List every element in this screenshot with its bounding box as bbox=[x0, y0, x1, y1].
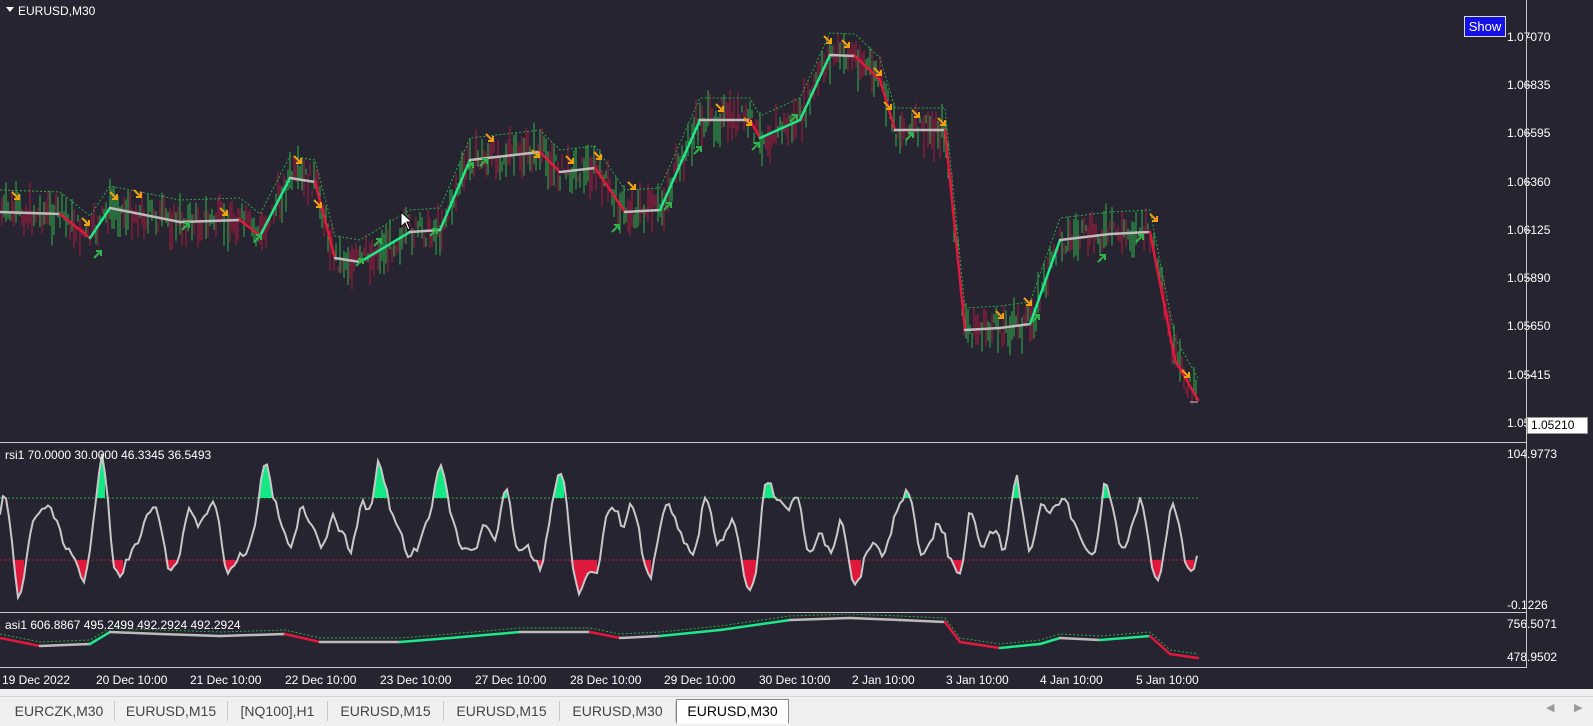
price-level-label: 1.06360 bbox=[1507, 175, 1581, 189]
price-chart bbox=[0, 0, 1526, 441]
trend-line-segment bbox=[945, 130, 965, 330]
price-level-label: 1.05890 bbox=[1507, 271, 1581, 285]
time-label: 5 Jan 10:00 bbox=[1136, 673, 1199, 687]
price-level-label: 1.05415 bbox=[1507, 368, 1581, 382]
buy-arrow-icon bbox=[1098, 255, 1105, 262]
price-level-label: 1.07070 bbox=[1507, 30, 1581, 44]
time-label: 2 Jan 10:00 bbox=[852, 673, 915, 687]
asi-line-segment bbox=[285, 634, 320, 642]
buy-arrow-icon bbox=[752, 143, 759, 150]
asi-line-segment bbox=[1060, 638, 1100, 640]
triangle-down-icon[interactable] bbox=[6, 7, 14, 12]
asi-line-segment bbox=[1000, 644, 1040, 648]
price-level-label: 1.06595 bbox=[1507, 126, 1581, 140]
chevron-left-icon[interactable]: ◀ bbox=[1546, 701, 1554, 714]
sell-arrow-icon bbox=[824, 36, 831, 43]
sell-arrow-icon bbox=[566, 156, 573, 163]
chevron-right-icon[interactable]: ▶ bbox=[1574, 701, 1582, 714]
pane-divider bbox=[0, 667, 1526, 668]
asi-line-segment bbox=[620, 636, 660, 638]
mouse-cursor-icon bbox=[400, 211, 414, 231]
buy-arrow-icon bbox=[612, 225, 619, 232]
time-label: 19 Dec 2022 bbox=[2, 673, 70, 687]
asi-pane[interactable]: asi1 606.8867 495.2499 492.2924 492.2924 bbox=[0, 614, 1526, 664]
tab-chart[interactable]: EURUSD,M30 bbox=[560, 701, 676, 721]
chart-window[interactable]: EURUSD,M30 Show 1.07070 1.06835 1.06595 1.0… bbox=[0, 0, 1593, 689]
sell-arrow-icon bbox=[842, 40, 849, 47]
asi-line-segment bbox=[40, 644, 90, 646]
trend-line-segment bbox=[440, 160, 470, 230]
pane-divider[interactable] bbox=[0, 612, 1526, 613]
current-price-label: 1.05210 bbox=[1527, 417, 1588, 434]
trend-line-segment bbox=[595, 168, 625, 212]
tab-chart[interactable]: EURUSD,M15 bbox=[328, 701, 444, 721]
asi-line-segment bbox=[1170, 654, 1198, 658]
rsi-oversold-fill bbox=[591, 560, 594, 573]
asi-line-segment bbox=[0, 638, 40, 646]
asi-scale-top: 756.5071 bbox=[1507, 617, 1581, 631]
price-level-label: 1.06125 bbox=[1507, 223, 1581, 237]
time-label: 22 Dec 10:00 bbox=[285, 673, 356, 687]
time-label: 21 Dec 10:00 bbox=[190, 673, 261, 687]
rsi-scale-bottom: -0.1226 bbox=[1507, 598, 1581, 612]
price-pane[interactable]: EURUSD,M30 Show bbox=[0, 0, 1526, 441]
buy-arrow-icon bbox=[694, 147, 701, 154]
time-label: 27 Dec 10:00 bbox=[475, 673, 546, 687]
time-label: 30 Dec 10:00 bbox=[759, 673, 830, 687]
trend-line-segment bbox=[180, 220, 240, 222]
asi-line-segment bbox=[660, 630, 720, 636]
asi-scale-bottom: 478.9502 bbox=[1507, 650, 1581, 664]
asi-line-segment bbox=[220, 634, 285, 636]
trend-line-segment bbox=[1150, 232, 1175, 360]
buy-arrow-icon bbox=[94, 251, 101, 258]
tab-chart[interactable]: EURUSD,M15 bbox=[115, 701, 228, 721]
price-level-label: 1.05650 bbox=[1507, 319, 1581, 333]
asi-line-segment bbox=[1100, 636, 1150, 640]
asi-line-segment bbox=[790, 618, 850, 620]
asi-label: asi1 606.8867 495.2499 492.2924 492.2924 bbox=[5, 618, 241, 632]
time-label: 23 Dec 10:00 bbox=[380, 673, 451, 687]
asi-line-segment bbox=[90, 632, 110, 644]
rsi-scale-top: 104.9773 bbox=[1507, 447, 1581, 461]
pane-divider[interactable] bbox=[0, 442, 1526, 443]
trend-line-segment bbox=[315, 182, 335, 258]
asi-line-segment bbox=[850, 618, 900, 620]
tab-chart[interactable]: EURCZK,M30 bbox=[4, 701, 115, 721]
rsi-pane[interactable]: rsi1 70.0000 30.0000 46.3345 36.5493 bbox=[0, 444, 1526, 609]
show-button[interactable]: Show bbox=[1464, 16, 1506, 37]
sell-arrow-icon bbox=[134, 190, 141, 197]
time-label: 29 Dec 10:00 bbox=[664, 673, 735, 687]
time-label: 20 Dec 10:00 bbox=[96, 673, 167, 687]
rsi-overbought-fill bbox=[264, 465, 267, 498]
trend-line-segment bbox=[0, 212, 60, 214]
trend-line-segment bbox=[1030, 240, 1060, 324]
rsi-line bbox=[0, 454, 1197, 598]
asi-line-segment bbox=[400, 638, 450, 642]
price-level-label: 1.06835 bbox=[1507, 78, 1581, 92]
tab-chart[interactable]: EURUSD,M15 bbox=[444, 701, 560, 721]
asi-line-segment bbox=[945, 622, 960, 642]
asi-line-segment bbox=[900, 620, 945, 622]
time-label: 4 Jan 10:00 bbox=[1040, 673, 1103, 687]
rsi-chart bbox=[0, 444, 1526, 609]
tab-chart[interactable]: EURUSD,M30 bbox=[676, 699, 789, 724]
asi-line-segment bbox=[160, 634, 220, 636]
rsi-label: rsi1 70.0000 30.0000 46.3345 36.5493 bbox=[5, 448, 211, 462]
symbol-label: EURUSD,M30 bbox=[18, 4, 95, 18]
tab-chart[interactable]: [NQ100],H1 bbox=[228, 701, 328, 721]
asi-line-segment bbox=[1150, 636, 1170, 654]
time-label: 3 Jan 10:00 bbox=[946, 673, 1009, 687]
asi-line-segment bbox=[960, 642, 1000, 648]
asi-line-segment bbox=[110, 632, 160, 634]
trend-line-segment bbox=[830, 55, 855, 56]
time-label: 28 Dec 10:00 bbox=[570, 673, 641, 687]
sell-arrow-icon bbox=[628, 182, 635, 189]
trend-line-segment bbox=[90, 208, 110, 238]
sell-arrow-icon bbox=[996, 311, 1003, 318]
trend-line-segment bbox=[660, 120, 700, 210]
axis-divider bbox=[1526, 0, 1527, 668]
